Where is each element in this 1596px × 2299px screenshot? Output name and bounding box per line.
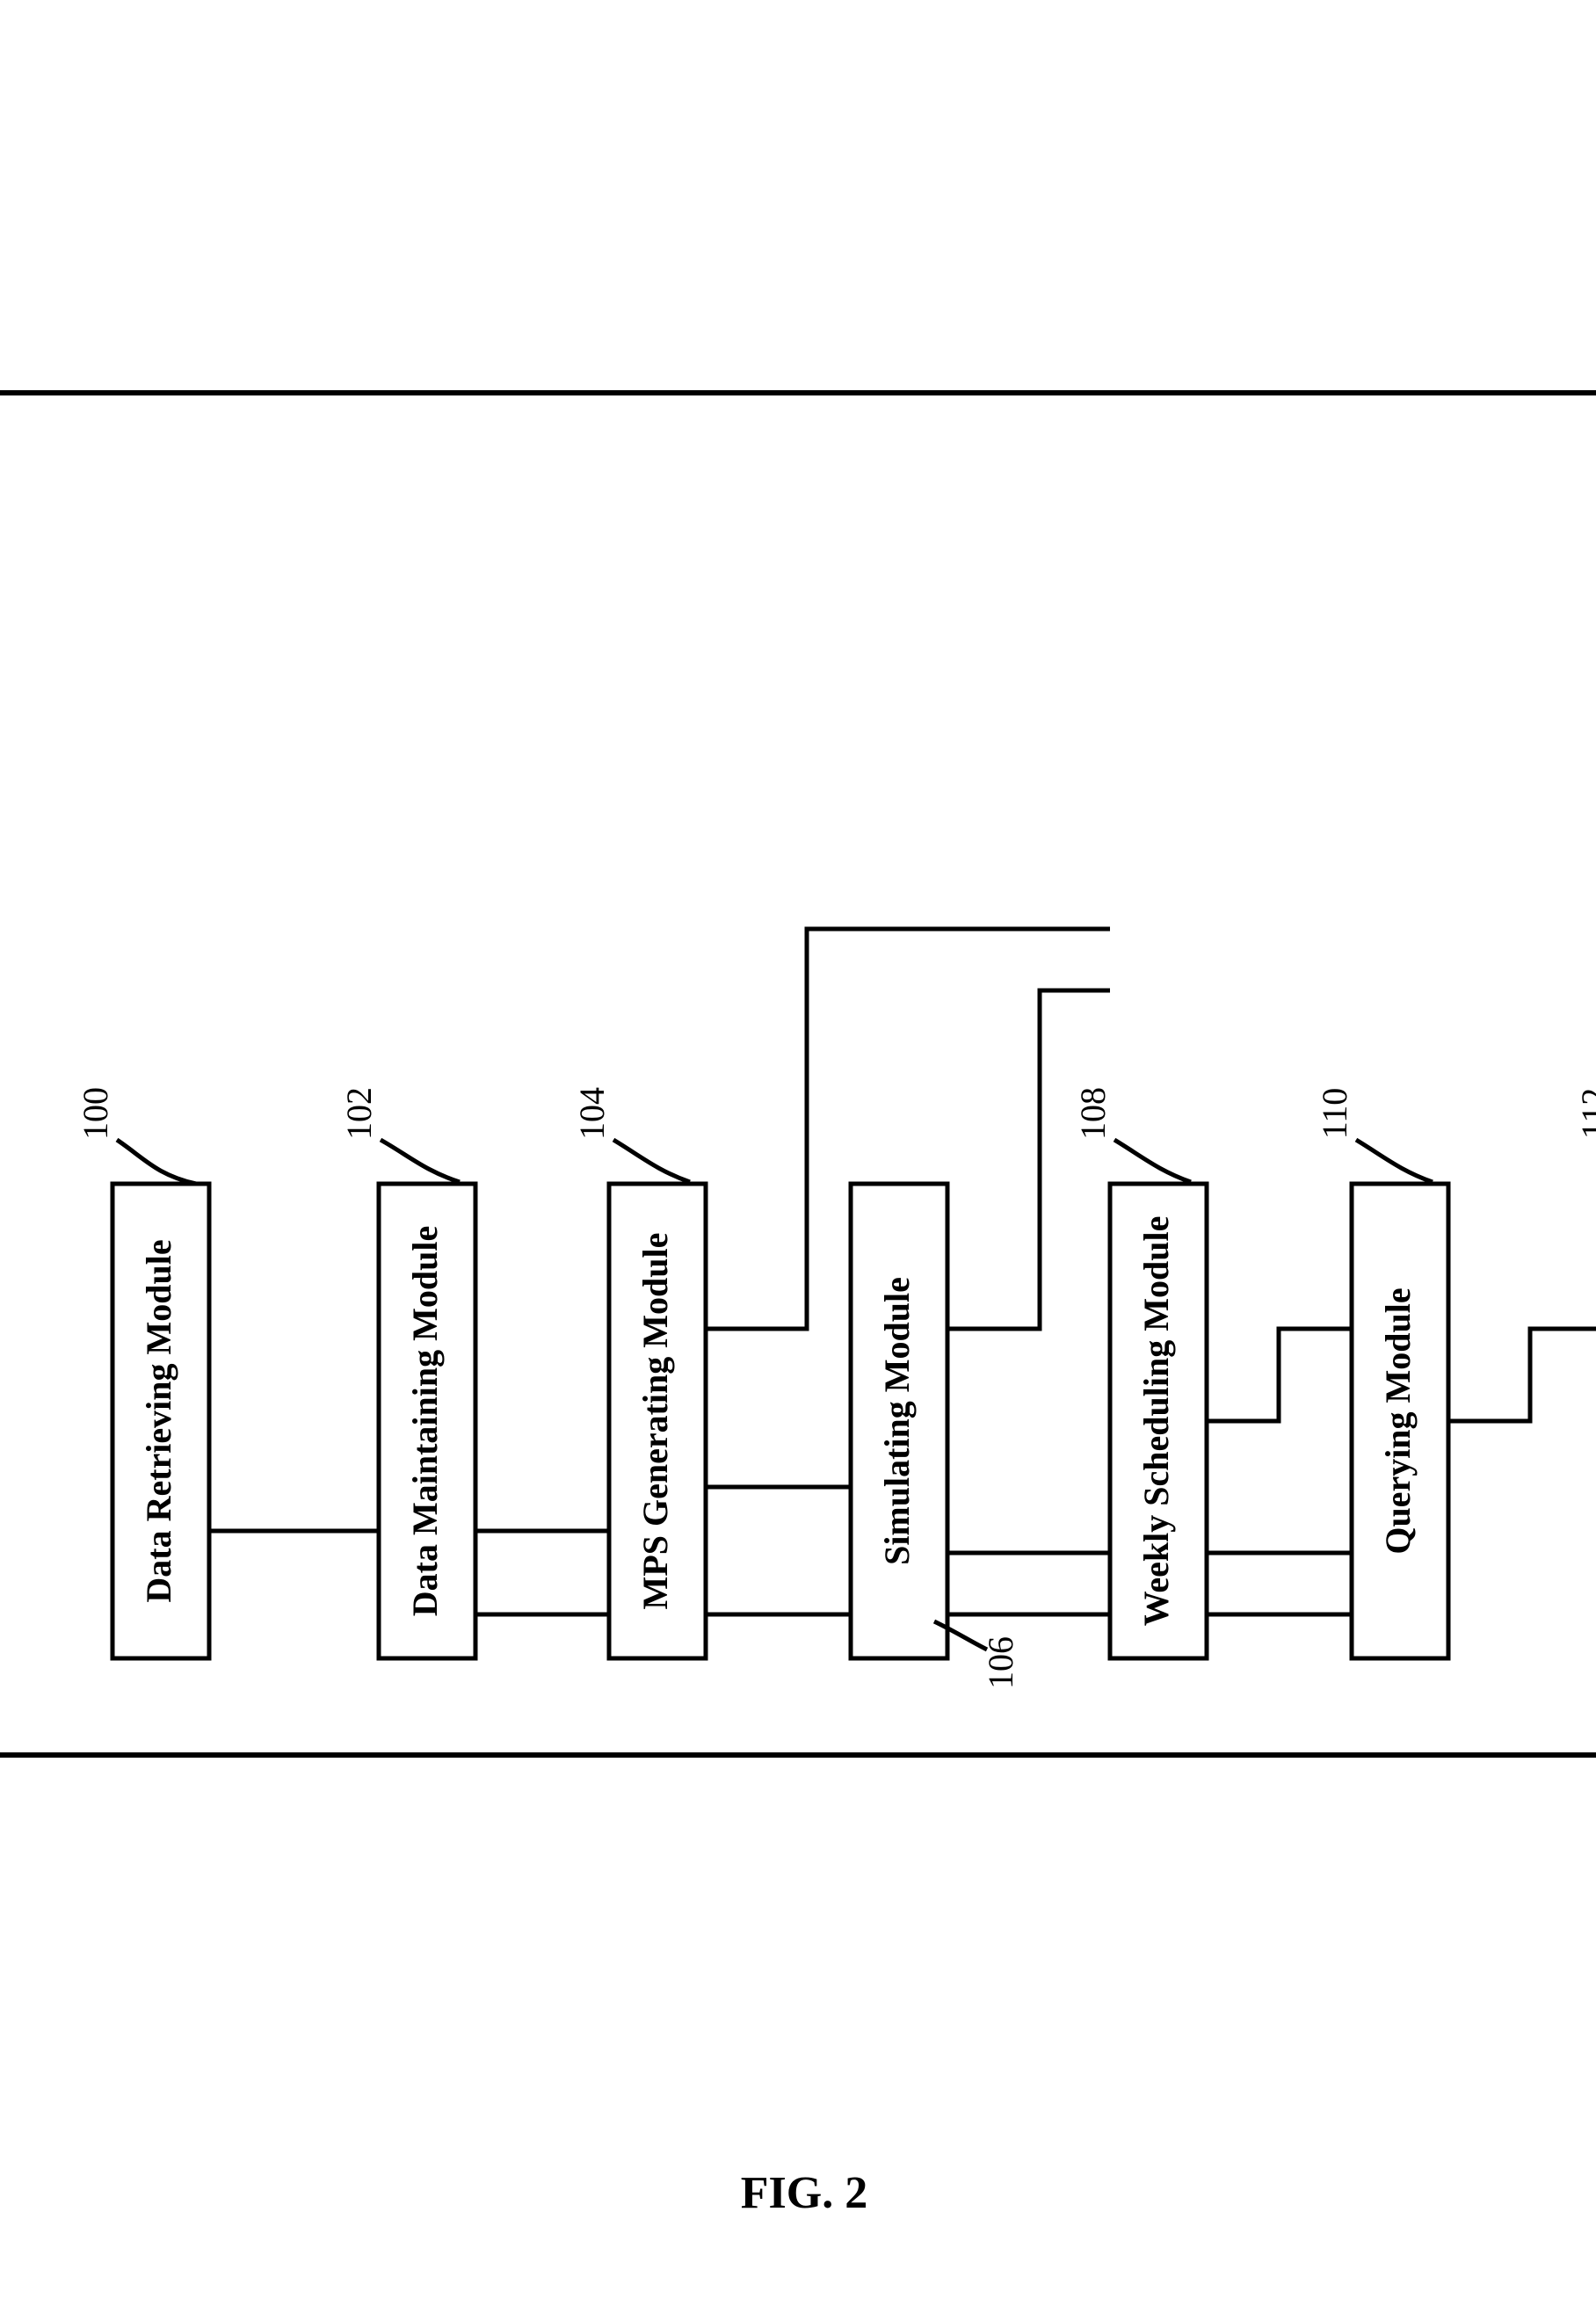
node-n104-ref: 104 [572,1087,612,1140]
figure-caption: FIG. 2 [741,2168,867,2218]
node-n112-ref: 112 [1574,1088,1596,1140]
node-n108-label: Weekly Scheduling Module [1136,1216,1176,1627]
node-n106-label: Simulating Module [877,1277,917,1565]
node-n100-ref: 100 [76,1087,115,1140]
node-n102-label: Data Maintaining Module [405,1226,445,1616]
node-n100-label: Data Retrieving Module [139,1239,178,1602]
node-n102-ref: 102 [339,1087,379,1140]
node-n110-ref: 110 [1315,1088,1354,1140]
node-n104-label: MPS Generating Module [635,1233,675,1610]
node-n110-label: Querying Module [1378,1287,1418,1554]
node-n106-ref: 106 [981,1636,1020,1689]
node-n108-ref: 108 [1073,1087,1113,1140]
